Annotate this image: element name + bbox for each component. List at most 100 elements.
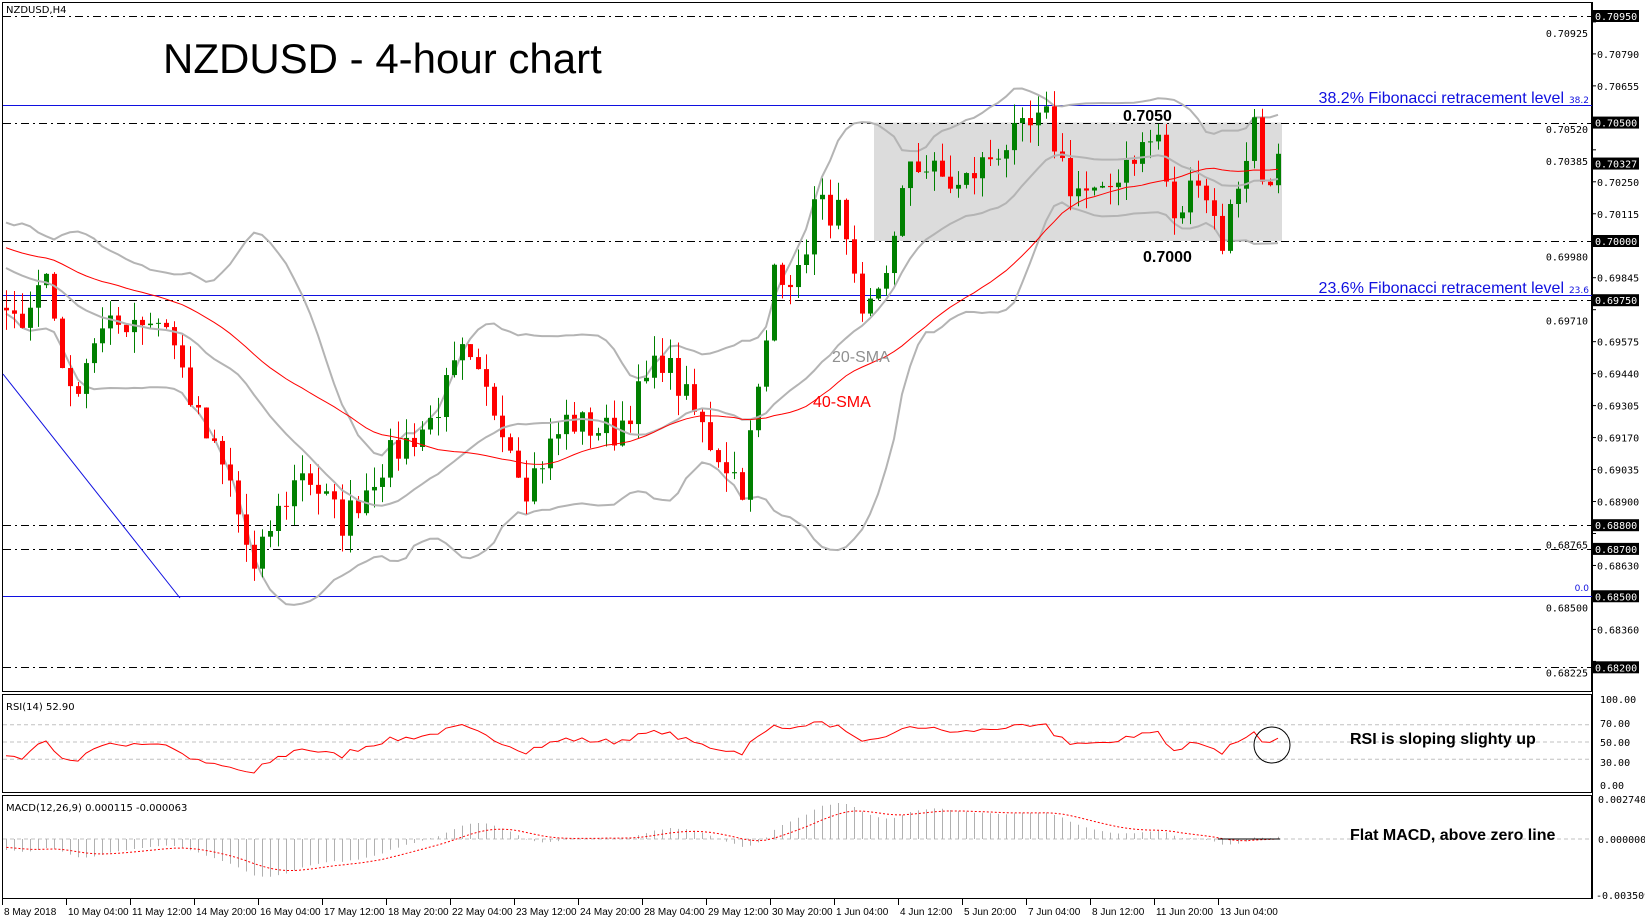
bear-candle — [180, 345, 185, 368]
fib382-tag: 38.2 — [1569, 96, 1589, 106]
macd-tick: 0.000000 — [1598, 835, 1645, 846]
bear-candle — [308, 473, 313, 485]
bull-candle — [156, 322, 161, 324]
bull-candle — [276, 505, 281, 531]
bull-candle — [436, 417, 441, 419]
fib0-tag: 0.0 — [1575, 584, 1590, 594]
price-tick-label: 0.69440 — [1597, 370, 1639, 381]
price-highlight-label: 0.68500 — [1595, 592, 1637, 603]
price-tick-label: 0.70115 — [1597, 210, 1639, 221]
bull-candle — [892, 235, 897, 274]
bear-candle — [940, 160, 945, 177]
price-highlight-label: 0.70000 — [1595, 237, 1637, 248]
bull-candle — [836, 199, 841, 226]
bull-candle — [956, 184, 961, 189]
bear-candle — [188, 367, 193, 405]
price-pane-frame — [2, 2, 1592, 692]
bear-candle — [780, 264, 785, 285]
time-tick-label: 7 Jun 04:00 — [1028, 907, 1081, 918]
price-highlight — [1593, 590, 1639, 603]
bull-candle — [36, 285, 41, 308]
bull-candle — [540, 468, 545, 470]
bull-candle — [812, 199, 817, 255]
bull-candle — [684, 384, 689, 396]
bear-candle — [524, 477, 529, 502]
bear-candle — [708, 422, 713, 451]
bull-candle — [556, 434, 561, 439]
bear-candle — [1268, 181, 1273, 186]
rsi-plot — [3, 721, 1592, 774]
price-axis: 0.70925 0.70790 0.70655 0.70520 0.70385 0.702… — [1546, 2, 1639, 899]
bear-candle — [1172, 181, 1177, 219]
bear-candle — [1068, 158, 1073, 197]
bull-candle — [580, 412, 585, 432]
bollinger-upper-band — [5, 87, 1279, 457]
bear-candle — [700, 411, 705, 423]
bear-candle — [508, 437, 513, 451]
time-tick-label: 11 Jun 20:00 — [1156, 907, 1214, 918]
rsi-tick: 70.00 — [1600, 719, 1630, 730]
bear-candle — [68, 368, 73, 387]
bear-candle — [164, 322, 169, 328]
bull-candle — [1236, 188, 1241, 205]
bear-candle — [228, 464, 233, 481]
horizontal-levels — [2, 16, 1592, 668]
bear-candle — [948, 176, 953, 189]
bear-candle — [716, 450, 721, 463]
bear-candle — [740, 472, 745, 500]
bear-candle — [500, 415, 505, 438]
time-tick-label: 5 Jun 20:00 — [964, 907, 1017, 918]
bull-candle — [548, 438, 553, 469]
price-highlight-label: 0.68800 — [1595, 521, 1637, 532]
bull-candle — [876, 288, 881, 299]
time-tick-label: 28 May 04:00 — [644, 907, 705, 918]
bull-candle — [1180, 212, 1185, 219]
bull-candle — [932, 160, 937, 172]
bear-candle — [316, 484, 321, 494]
bear-candle — [860, 273, 865, 314]
symbol-label: NZDUSD,H4 — [6, 5, 66, 16]
time-axis: 8 May 2018 10 May 04:00 11 May 12:00 14 May… — [2, 899, 1278, 918]
bull-candle — [900, 188, 905, 236]
bear-candle — [4, 307, 9, 311]
bull-candle — [804, 254, 809, 265]
time-tick-label: 1 Jun 04:00 — [836, 907, 889, 918]
support-label: 0.7000 — [1143, 249, 1192, 266]
bear-candle — [1220, 215, 1225, 251]
sma20-line — [5, 153, 1279, 507]
bollinger-lower-band — [5, 201, 1279, 606]
bull-candle — [820, 194, 825, 200]
bear-candle — [676, 357, 681, 396]
resistance-label: 0.7050 — [1123, 108, 1172, 125]
bear-candle — [1212, 200, 1217, 216]
chart-title: NZDUSD - 4-hour chart — [163, 35, 602, 82]
bear-candle — [140, 319, 145, 326]
bull-candle — [884, 273, 889, 289]
bull-candle — [1100, 185, 1105, 188]
price-tick-label: 0.69710 — [1546, 317, 1588, 328]
bear-candle — [972, 173, 977, 179]
bear-candle — [916, 161, 921, 173]
rsi-tick: 30.00 — [1600, 758, 1630, 769]
price-highlight — [1593, 519, 1639, 532]
bull-candle — [444, 375, 449, 418]
bear-candle — [692, 384, 697, 412]
bear-candle — [196, 404, 201, 408]
bear-candle — [492, 386, 497, 416]
bull-candle — [44, 273, 49, 286]
bull-candle — [404, 437, 409, 459]
time-tick-label: 10 May 04:00 — [68, 907, 129, 918]
bull-candle — [1244, 160, 1249, 189]
bull-candle — [420, 429, 425, 448]
bear-candle — [52, 273, 57, 319]
bull-candle — [84, 363, 89, 394]
price-tick-label: 0.68765 — [1546, 540, 1588, 551]
bear-candle — [484, 369, 489, 387]
bull-candle — [300, 473, 305, 481]
bull-candle — [1020, 118, 1025, 124]
bull-candle — [348, 500, 353, 536]
time-tick-label: 16 May 04:00 — [260, 907, 321, 918]
bear-candle — [220, 440, 225, 465]
bull-candle — [1140, 142, 1145, 164]
bull-candle — [452, 360, 457, 376]
